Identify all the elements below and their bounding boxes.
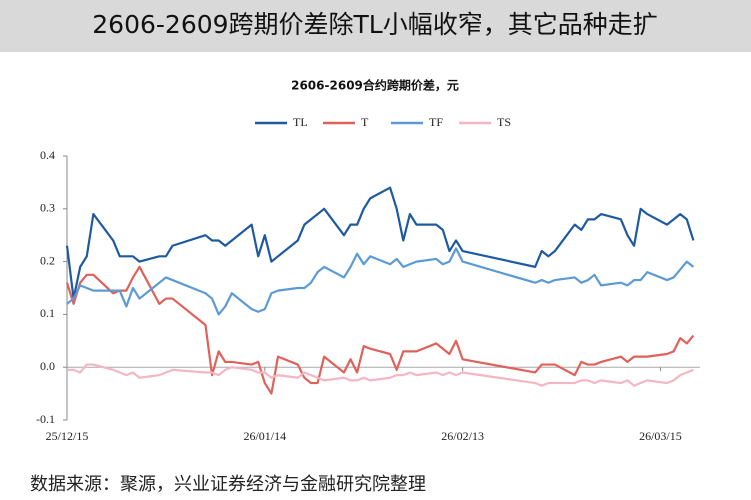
header-title: 2606-2609跨期价差除TL小幅收窄，其它品种走扩 — [92, 10, 657, 39]
source-note: 数据来源：聚源，兴业证券经济与金融研究院整理 — [30, 474, 426, 495]
legend-label: TS — [497, 115, 511, 129]
chart-title: 2606-2609合约跨期价差，元 — [291, 78, 459, 93]
y-tick-label: 0.4 — [40, 148, 55, 162]
x-tick-label: 26/02/13 — [441, 429, 484, 443]
x-tick-label: 26/03/15 — [639, 429, 682, 443]
legend-label: TL — [293, 115, 308, 129]
legend-label: TF — [429, 115, 443, 129]
series-line — [67, 363, 694, 387]
x-tick-label: 26/01/14 — [243, 429, 286, 443]
y-tick-label: 0.1 — [40, 306, 55, 320]
header-band — [0, 0, 751, 52]
y-tick-label: 0.0 — [40, 359, 55, 373]
series-line — [65, 265, 695, 395]
series-line — [66, 247, 695, 316]
legend-label: T — [361, 115, 369, 129]
series-line — [65, 186, 695, 300]
y-tick-label: -0.1 — [36, 412, 55, 426]
y-tick-label: 0.3 — [40, 201, 55, 215]
x-tick-label: 25/12/15 — [46, 429, 89, 443]
y-tick-label: 0.2 — [40, 253, 55, 267]
